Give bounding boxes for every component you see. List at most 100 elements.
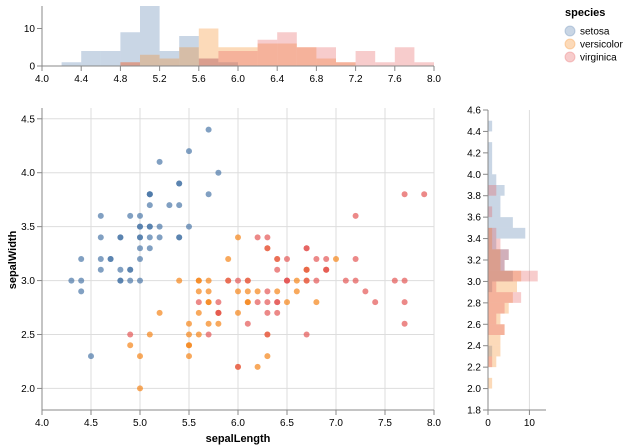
virginica-bar — [296, 47, 317, 66]
virginica-point — [205, 331, 212, 338]
virginica-bar — [238, 51, 258, 66]
right-y-tick-label: 3.6 — [467, 213, 481, 224]
versicolor-point — [254, 363, 261, 370]
setosa-point — [166, 202, 173, 209]
versicolor-bar — [488, 270, 522, 282]
virginica-bar — [414, 62, 434, 66]
setosa-point — [117, 234, 124, 241]
versicolor-bar — [488, 324, 505, 335]
y-tick-label: 4.5 — [21, 114, 35, 125]
versicolor-bar — [488, 377, 493, 389]
versicolor-bar — [488, 313, 501, 325]
right-y-tick-label: 4.2 — [467, 148, 481, 159]
y-tick-label: 2.5 — [21, 330, 35, 341]
setosa-bar — [488, 152, 493, 164]
setosa-point — [176, 180, 183, 187]
versicolor-bar — [198, 28, 219, 66]
virginica-bar — [488, 281, 497, 293]
virginica-bar — [488, 302, 505, 314]
setosa-bar — [488, 238, 497, 250]
setosa-point — [97, 256, 104, 262]
setosa-bar — [488, 195, 501, 207]
legend-swatch-virginica — [564, 51, 576, 63]
versicolor-point — [127, 342, 134, 349]
legend-label-versicolor: versicolor — [580, 40, 623, 51]
virginica-point — [303, 245, 310, 252]
x-tick-label: 6.5 — [280, 418, 294, 429]
setosa-bar — [488, 206, 501, 218]
y-tick-label: 2.0 — [21, 384, 35, 395]
virginica-bar — [355, 51, 376, 66]
versicolor-point — [186, 320, 192, 327]
virginica-point — [274, 256, 281, 262]
versicolor-bar — [488, 335, 501, 346]
setosa-bar — [198, 58, 219, 66]
setosa-bar — [488, 227, 526, 239]
x-tick-label: 8.0 — [427, 418, 441, 429]
setosa-point — [88, 353, 94, 360]
versicolor-point — [235, 234, 241, 241]
versicolor-point — [293, 277, 300, 284]
versicolor-point — [176, 277, 183, 284]
virginica-bar — [488, 292, 522, 303]
versicolor-bar — [488, 227, 493, 239]
virginica-point — [274, 299, 281, 306]
virginica-point — [342, 277, 349, 284]
top-histogram: 4.0 4.4 4.8 5.2 5.6 6.0 6.4 6.8 7.2 7.6 8.0 0 10 — [24, 6, 441, 85]
setosa-point — [78, 256, 85, 262]
setosa-point — [127, 212, 134, 219]
y-tick-label: 4.0 — [21, 168, 35, 179]
versicolor-bar — [140, 54, 160, 66]
versicolor-point — [156, 309, 163, 316]
setosa-point — [137, 234, 143, 241]
setosa-bar — [488, 260, 505, 271]
right-y-tick-label: 3.8 — [467, 191, 481, 202]
versicolor-point — [195, 309, 202, 316]
right-y-tick-label: 3.0 — [467, 277, 481, 288]
versicolor-bar — [488, 249, 501, 260]
setosa-bar — [488, 217, 513, 228]
setosa-bar — [488, 185, 505, 196]
versicolor-bar — [316, 58, 336, 66]
setosa-point — [127, 266, 134, 273]
virginica-bar — [336, 62, 356, 66]
versicolor-point — [205, 299, 212, 306]
top-x-tick-label: 4.4 — [74, 74, 88, 85]
setosa-bar — [61, 62, 82, 66]
legend-swatch-setosa — [564, 25, 576, 37]
virginica-point — [303, 277, 310, 284]
top-x-tick-label: 6.4 — [270, 74, 284, 85]
versicolor-point — [186, 331, 192, 338]
virginica-point — [235, 277, 241, 284]
setosa-point — [215, 169, 222, 176]
setosa-point — [146, 191, 153, 198]
top-y-tick-label: 0 — [29, 62, 35, 73]
top-x-tick-label: 6.0 — [231, 74, 245, 85]
x-axis-title: sepalLength — [206, 433, 271, 445]
setosa-bar — [488, 249, 509, 260]
virginica-point — [254, 234, 261, 241]
setosa-point — [137, 245, 143, 252]
setosa-point — [146, 202, 153, 209]
setosa-point — [78, 277, 85, 284]
versicolor-point — [195, 331, 202, 338]
x-tick-label: 5.0 — [133, 418, 147, 429]
setosa-point — [97, 266, 104, 273]
virginica-point — [264, 331, 271, 338]
virginica-point — [362, 288, 369, 295]
virginica-point — [195, 299, 202, 306]
setosa-bar — [120, 32, 140, 66]
top-y-tick-label: 10 — [24, 24, 36, 35]
setosa-point — [137, 256, 143, 262]
setosa-point — [156, 158, 163, 165]
virginica-point — [244, 320, 251, 327]
versicolor-bar — [218, 47, 238, 66]
scatter-plot: 4.0 4.5 5.0 5.5 6.0 6.5 7.0 7.5 8.0 2.0 2.5 3.0 3.5 4… — [7, 108, 441, 445]
right-y-tick-label: 2.6 — [467, 320, 481, 331]
virginica-point — [284, 256, 290, 262]
setosa-point — [156, 234, 163, 241]
virginica-point — [274, 309, 281, 316]
right-y-tick-label: 2.4 — [467, 341, 481, 352]
